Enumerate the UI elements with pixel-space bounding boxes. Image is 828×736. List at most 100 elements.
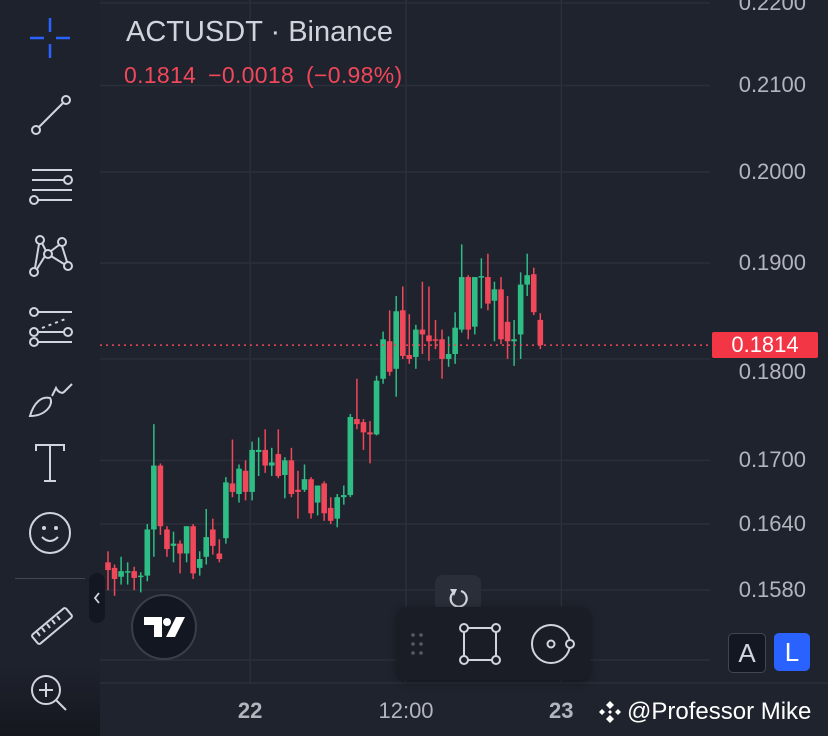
- auto-scale-button[interactable]: A: [728, 633, 766, 673]
- candle-body: [249, 449, 255, 492]
- text-tool[interactable]: [20, 435, 80, 491]
- candle-body: [144, 529, 151, 576]
- ruler-tool[interactable]: [20, 598, 80, 654]
- time-axis-label: 23: [549, 698, 574, 723]
- candle-body: [334, 497, 341, 519]
- candle-body: [242, 470, 249, 492]
- log-scale-button[interactable]: L: [774, 633, 810, 671]
- candle-body: [111, 567, 118, 579]
- candle-body: [452, 327, 458, 354]
- rectangle-icon: [459, 623, 501, 665]
- candle-body: [406, 354, 413, 359]
- candle-body: [210, 529, 216, 546]
- candle-body: [131, 571, 137, 578]
- last-price: 0.1814: [124, 62, 197, 88]
- quote-line: 0.1814 −0.0018 (−0.98%): [124, 62, 414, 89]
- candle-body: [164, 529, 170, 550]
- candle-body: [262, 449, 268, 466]
- candle-body: [347, 417, 354, 496]
- zoom-in-tool[interactable]: [20, 666, 80, 722]
- brush-tool[interactable]: [20, 368, 80, 424]
- drag-handle[interactable]: [397, 619, 437, 669]
- candle-body: [327, 507, 334, 521]
- candle-body: [203, 537, 210, 557]
- rectangle-tool-button[interactable]: [455, 619, 505, 669]
- circle-icon: [531, 624, 575, 664]
- tradingview-logo[interactable]: [131, 594, 197, 660]
- candle-body: [458, 277, 465, 330]
- zoom-in-icon: [31, 675, 67, 711]
- price-axis-label: 0.1700: [738, 447, 806, 473]
- fib-retracement-tool[interactable]: [20, 298, 80, 354]
- emoji-icon: [29, 512, 71, 554]
- crosshair-tool[interactable]: [20, 10, 80, 66]
- candle-body: [380, 339, 386, 379]
- toolbar-divider: [15, 578, 85, 579]
- candle-body: [524, 275, 530, 285]
- candle-body: [399, 310, 406, 356]
- candle-body: [465, 277, 472, 330]
- candle-body: [268, 462, 275, 466]
- drawing-toolbar: [0, 0, 100, 736]
- price-change: −0.0018: [208, 62, 295, 88]
- horizontal-lines-tool[interactable]: [20, 158, 80, 214]
- time-axis-label: 22: [237, 698, 263, 723]
- candle-body: [190, 526, 196, 574]
- candle-body: [413, 329, 419, 357]
- price-axis-label: 0.1900: [738, 250, 806, 275]
- candle-body: [498, 289, 504, 340]
- candle-body: [530, 274, 537, 313]
- candle-body: [314, 485, 321, 503]
- undo-icon: [449, 589, 468, 608]
- fib-retracement-icon: [29, 307, 73, 347]
- floating-drawing-toolbar: [397, 607, 590, 680]
- trend-line-tool[interactable]: [20, 88, 80, 144]
- candle-body: [432, 339, 439, 341]
- horizontal-lines-icon: [29, 169, 73, 205]
- candle-body: [118, 571, 124, 577]
- price-axis-label: 0.2000: [738, 159, 806, 184]
- price-axis-label: 0.1800: [738, 359, 806, 385]
- candle-body: [105, 562, 111, 571]
- brush-icon: [28, 383, 73, 418]
- symbol-title: ACTUSDT · Binance: [126, 16, 393, 48]
- candle-body: [124, 571, 131, 573]
- candle-body: [301, 479, 308, 490]
- candle-body: [426, 335, 432, 342]
- candle-body: [445, 353, 452, 359]
- binance-logo-icon: [599, 701, 621, 723]
- candle-body: [360, 422, 367, 433]
- candle-body: [354, 419, 360, 425]
- emoji-tool[interactable]: [20, 505, 80, 561]
- grip-dots-icon: [411, 633, 423, 655]
- circle-tool-button[interactable]: [528, 619, 578, 669]
- candle-body: [485, 277, 491, 304]
- candle-body: [196, 559, 203, 568]
- candle-body: [137, 575, 144, 578]
- candle-body: [255, 449, 262, 452]
- candle-body: [183, 526, 190, 554]
- watermark: @Professor Mike: [597, 698, 811, 726]
- collapse-toolbar-button[interactable]: [89, 573, 105, 623]
- candle-body: [151, 465, 157, 530]
- candle-body: [373, 380, 380, 435]
- candlestick-chart[interactable]: [100, 0, 828, 736]
- pattern-tool[interactable]: [20, 228, 80, 284]
- candle-body: [478, 276, 485, 278]
- candle-body: [308, 479, 314, 514]
- candle-body: [177, 543, 183, 554]
- tradingview-logo-icon: [144, 617, 185, 637]
- price-change-pct: (−0.98%): [306, 62, 403, 88]
- candle-body: [491, 289, 498, 301]
- candle-body: [341, 495, 347, 498]
- candle-body: [419, 329, 426, 335]
- candle-body: [282, 460, 288, 475]
- candle-body: [229, 483, 236, 492]
- chevron-left-icon: [93, 592, 100, 604]
- candle-body: [517, 284, 524, 335]
- candle-body: [367, 432, 373, 435]
- candle-body: [439, 339, 445, 359]
- candle-body: [223, 482, 229, 539]
- candle-body: [511, 339, 517, 342]
- candle-body: [216, 553, 223, 560]
